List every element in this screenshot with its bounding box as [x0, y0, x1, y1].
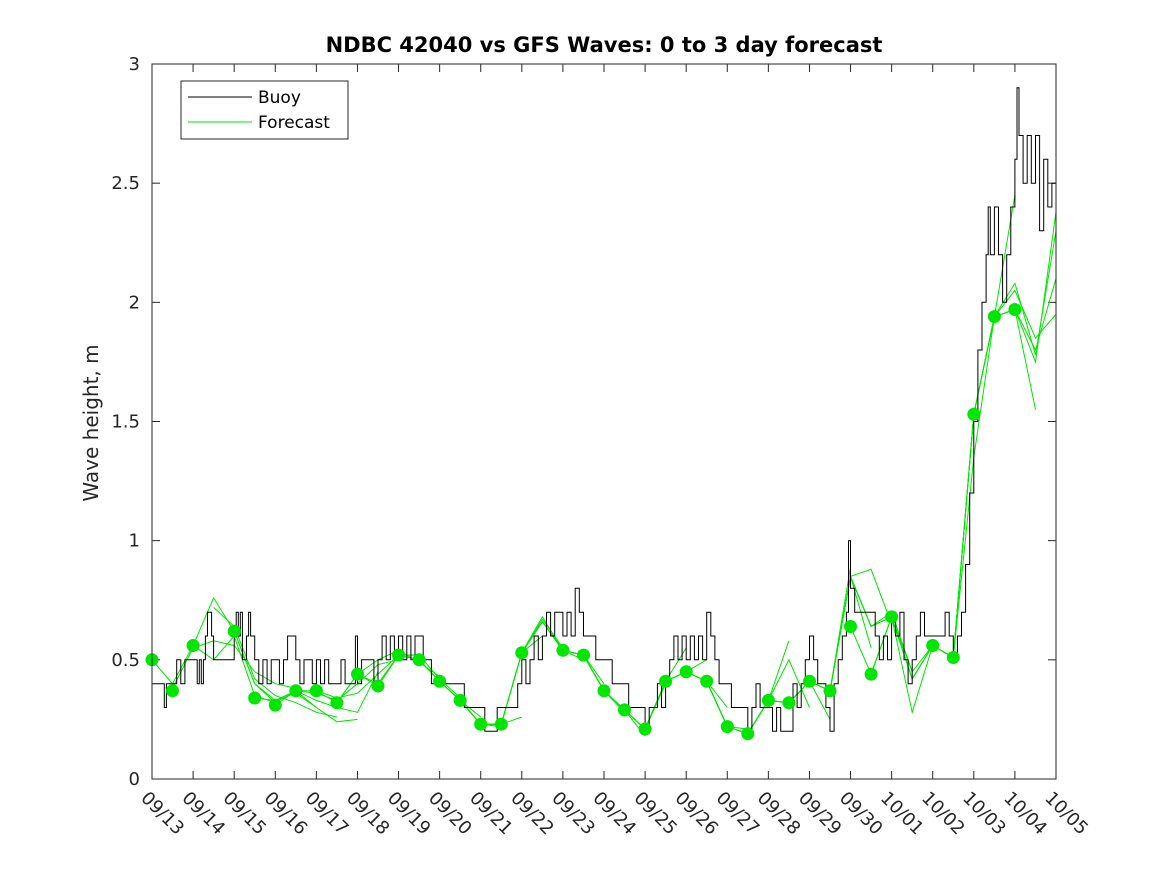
forecast-marker [885, 610, 899, 624]
forecast-marker [761, 693, 775, 707]
forecast-marker [309, 684, 323, 698]
y-tick-label: 3 [129, 54, 140, 75]
forecast-marker [289, 684, 303, 698]
y-axis-label: Wave height, m [79, 344, 103, 501]
forecast-marker [268, 698, 282, 712]
forecast-marker [556, 643, 570, 657]
forecast-marker [679, 665, 693, 679]
forecast-marker [1008, 303, 1022, 316]
forecast-marker [700, 674, 714, 688]
legend-forecast-label: Forecast [258, 113, 330, 133]
legend-buoy-label: Buoy [258, 88, 301, 108]
buoy-line [152, 87, 1056, 732]
forecast-marker [412, 653, 426, 667]
forecast-marker [741, 727, 755, 741]
forecast-marker [453, 693, 467, 707]
plot-frame [151, 63, 1057, 780]
y-tick-label: 1.5 [111, 412, 140, 433]
legend-box [180, 80, 349, 140]
forecast-marker [659, 674, 673, 688]
y-tick-labels: 0 0.5 1 1.5 2 2.5 3 [111, 54, 140, 790]
forecast-marker [371, 679, 385, 693]
y-tick-label: 0 [129, 769, 140, 790]
forecast-marker [803, 674, 816, 688]
forecast-marker [926, 639, 940, 652]
forecast-marker [433, 674, 447, 688]
forecast-marker [823, 684, 837, 698]
forecast-marker [515, 646, 529, 660]
forecast-marker [577, 648, 590, 662]
y-tick-label: 2.5 [111, 173, 140, 194]
forecast-marker [494, 717, 508, 731]
forecast-marker [720, 720, 734, 734]
forecast-marker [330, 696, 344, 710]
forecast-marker [864, 667, 878, 681]
forecast-run-line [973, 289, 1056, 415]
forecast-marker [227, 624, 241, 638]
forecast-marker [351, 667, 364, 681]
forecast-marker [248, 691, 262, 705]
forecast-marker [186, 639, 200, 652]
forecast-marker [844, 620, 857, 633]
y-tick-label: 0.5 [111, 650, 140, 671]
y-tick-label: 2 [129, 292, 140, 313]
forecast-marker [166, 684, 179, 698]
forecast-marker [987, 310, 1001, 324]
forecast-marker [392, 648, 405, 662]
forecast-run-line [952, 278, 1056, 658]
forecast-marker [946, 651, 960, 664]
y-tick-label: 1 [129, 531, 140, 552]
forecast-marker [638, 722, 652, 736]
forecast-marker [597, 684, 611, 698]
legend: Buoy Forecast [180, 80, 349, 140]
forecast-marker [967, 407, 981, 421]
forecast-marker [474, 717, 488, 731]
chart-title: NDBC 42040 vs GFS Waves: 0 to 3 day fore… [326, 33, 883, 57]
forecast-marker [618, 703, 631, 717]
forecast-marker [782, 696, 796, 710]
buoy-series [152, 87, 1056, 732]
